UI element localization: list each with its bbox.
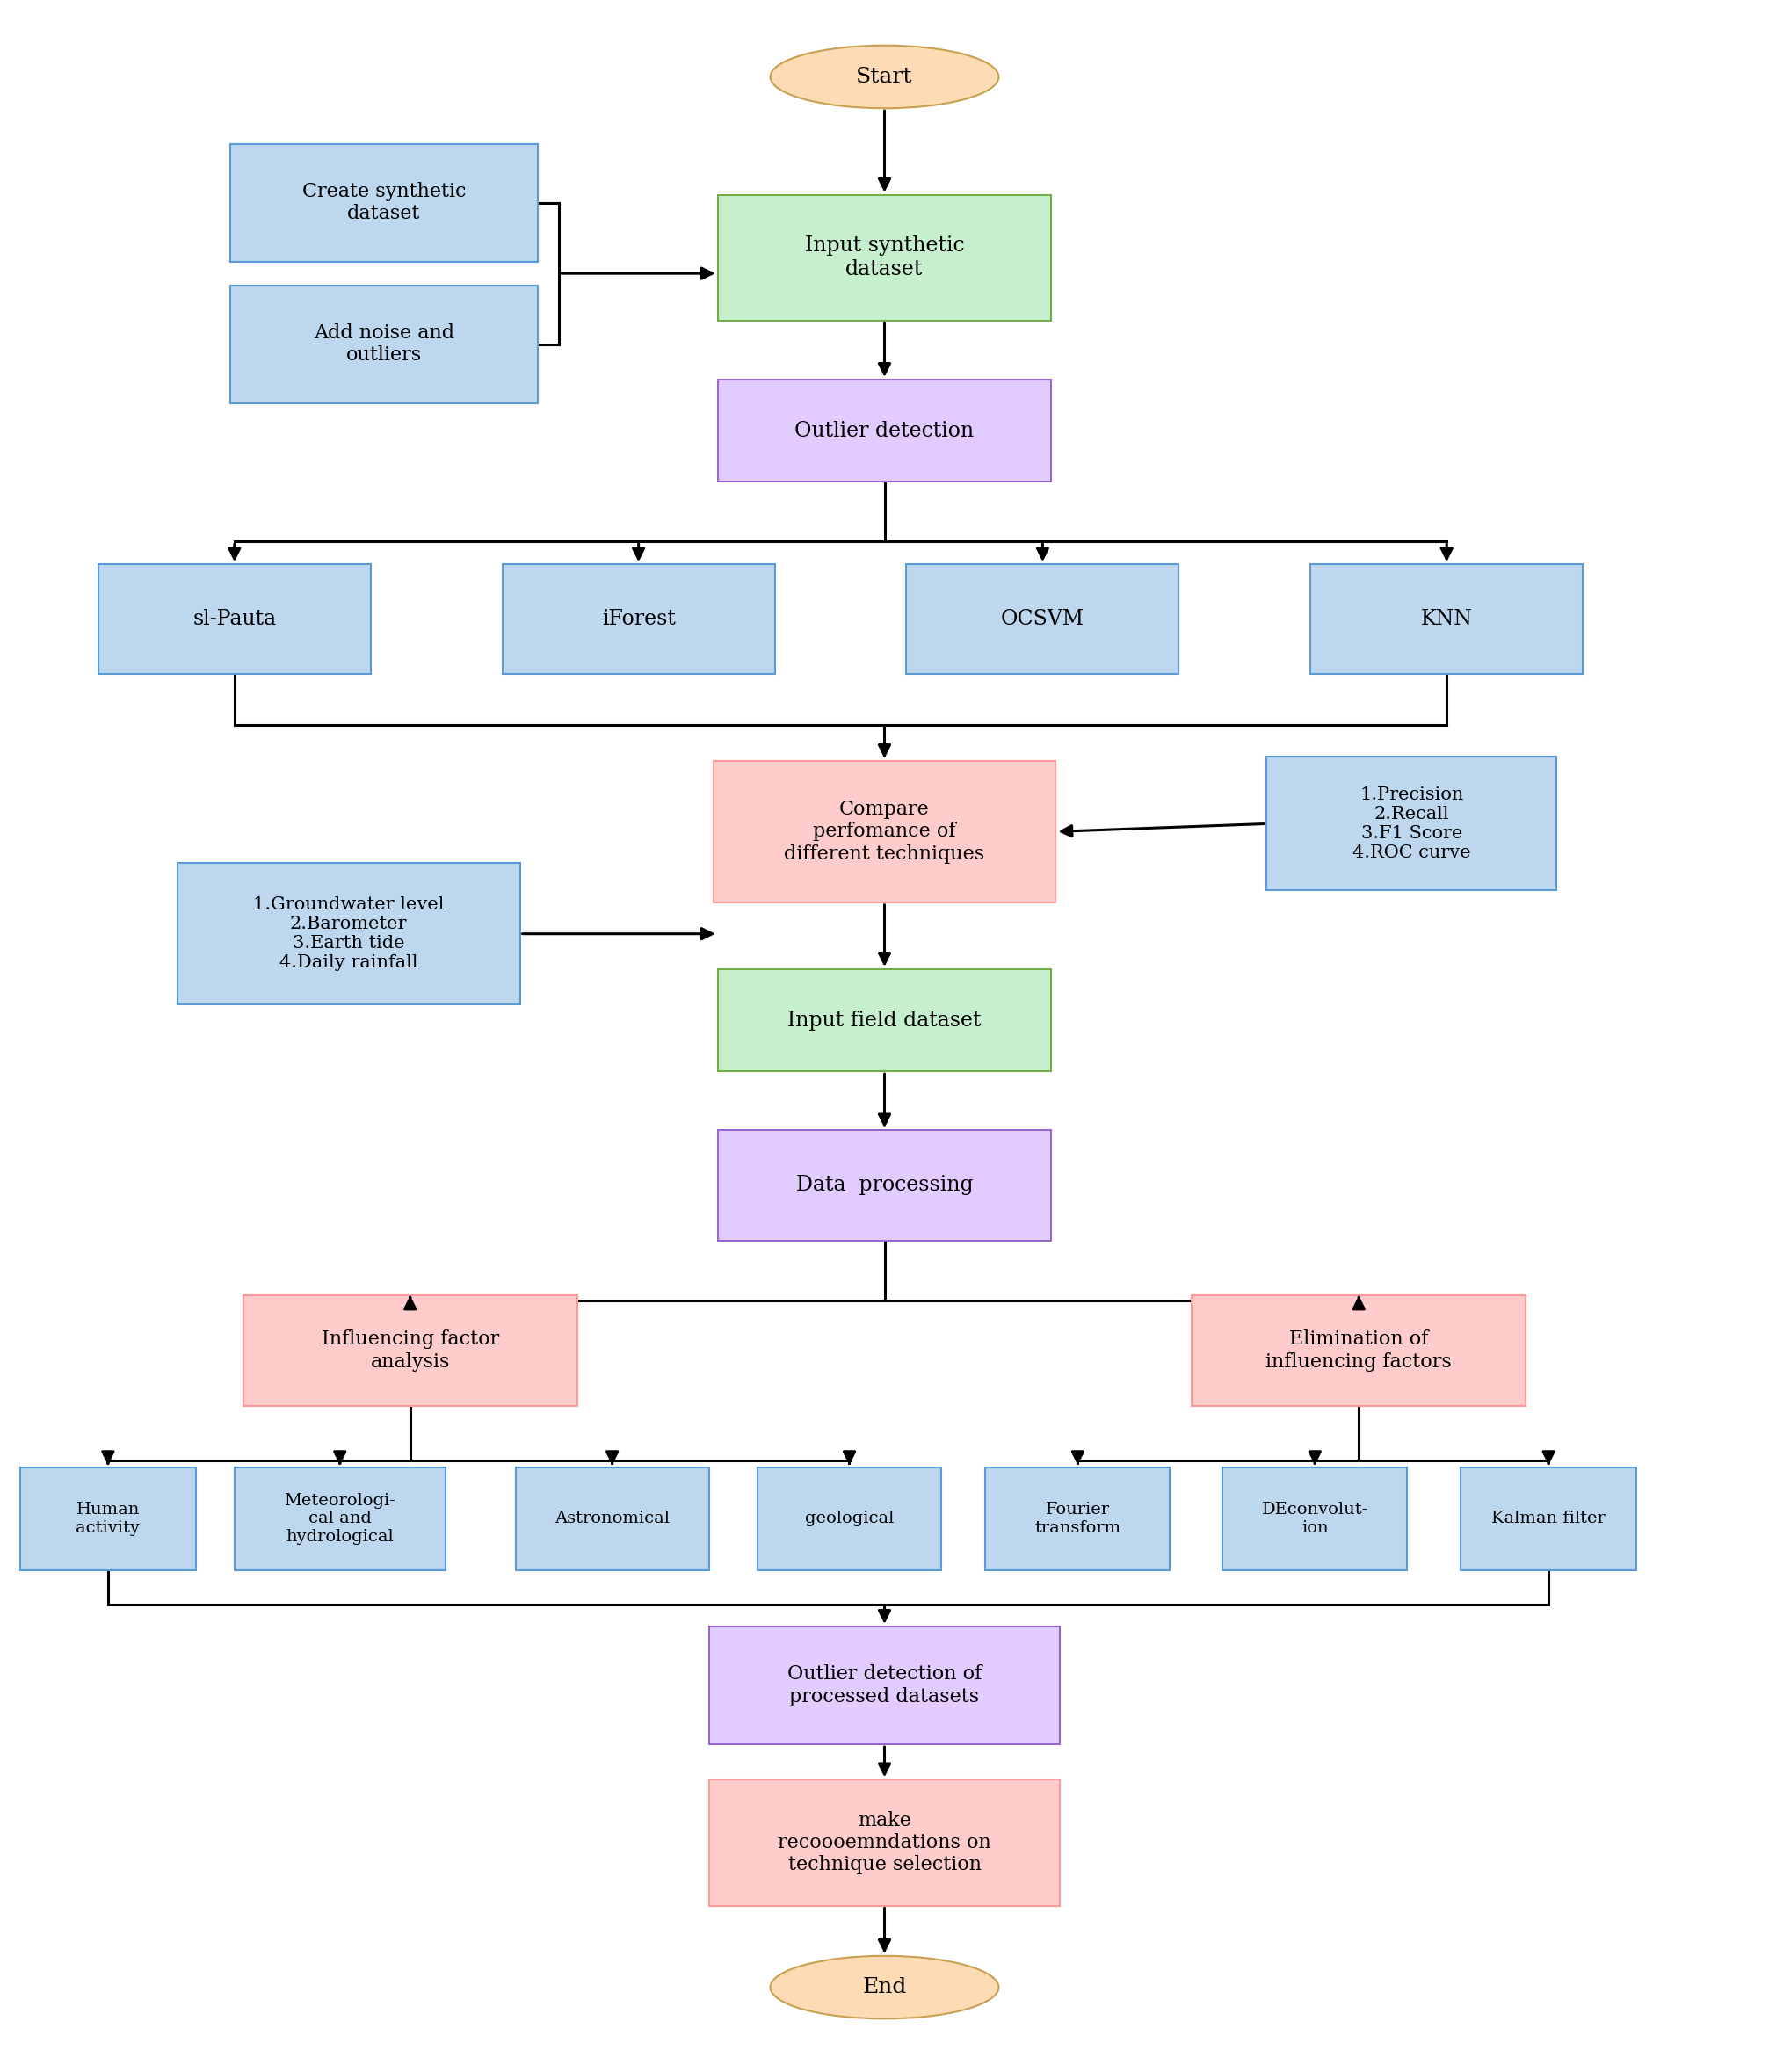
- Text: Compare
perfomance of
different techniques: Compare perfomance of different techniqu…: [784, 800, 985, 864]
- FancyBboxPatch shape: [718, 379, 1051, 483]
- Text: End: End: [862, 1977, 907, 1997]
- FancyBboxPatch shape: [19, 1467, 196, 1571]
- Text: make
recoooemndations on
technique selection: make recoooemndations on technique selec…: [778, 1811, 991, 1875]
- FancyBboxPatch shape: [1222, 1467, 1406, 1571]
- FancyBboxPatch shape: [99, 564, 371, 673]
- Text: Data  processing: Data processing: [796, 1175, 973, 1196]
- Text: iForest: iForest: [601, 609, 676, 630]
- Text: 1.Precision
2.Recall
3.F1 Score
4.ROC curve: 1.Precision 2.Recall 3.F1 Score 4.ROC cu…: [1352, 787, 1470, 862]
- Text: sl-Pauta: sl-Pauta: [193, 609, 276, 630]
- Text: KNN: KNN: [1421, 609, 1472, 630]
- FancyBboxPatch shape: [1267, 756, 1557, 891]
- FancyBboxPatch shape: [1311, 564, 1583, 673]
- Text: Input field dataset: Input field dataset: [787, 1011, 982, 1030]
- Ellipse shape: [770, 1956, 999, 2018]
- Text: Input synthetic
dataset: Input synthetic dataset: [805, 236, 964, 280]
- Text: Kalman filter: Kalman filter: [1491, 1510, 1606, 1527]
- FancyBboxPatch shape: [235, 1467, 446, 1571]
- FancyBboxPatch shape: [709, 1627, 1060, 1745]
- FancyBboxPatch shape: [718, 970, 1051, 1071]
- FancyBboxPatch shape: [244, 1295, 577, 1405]
- FancyBboxPatch shape: [230, 143, 538, 261]
- FancyBboxPatch shape: [906, 564, 1178, 673]
- Text: Add noise and
outliers: Add noise and outliers: [313, 323, 455, 365]
- FancyBboxPatch shape: [1192, 1295, 1525, 1405]
- Text: Elimination of
influencing factors: Elimination of influencing factors: [1267, 1330, 1452, 1372]
- Text: Outlier detection: Outlier detection: [794, 421, 975, 441]
- FancyBboxPatch shape: [718, 195, 1051, 321]
- Text: geological: geological: [805, 1510, 893, 1527]
- FancyBboxPatch shape: [709, 1780, 1060, 1906]
- FancyBboxPatch shape: [230, 286, 538, 404]
- FancyBboxPatch shape: [757, 1467, 941, 1571]
- FancyBboxPatch shape: [515, 1467, 709, 1571]
- FancyBboxPatch shape: [502, 564, 775, 673]
- FancyBboxPatch shape: [713, 760, 1056, 901]
- FancyBboxPatch shape: [1461, 1467, 1636, 1571]
- Ellipse shape: [770, 46, 999, 108]
- Text: 1.Groundwater level
2.Barometer
3.Earth tide
4.Daily rainfall: 1.Groundwater level 2.Barometer 3.Earth …: [253, 897, 444, 972]
- Text: Create synthetic
dataset: Create synthetic dataset: [302, 182, 465, 224]
- Text: OCSVM: OCSVM: [1001, 609, 1084, 630]
- FancyBboxPatch shape: [177, 864, 520, 1005]
- FancyBboxPatch shape: [718, 1131, 1051, 1241]
- Text: Influencing factor
analysis: Influencing factor analysis: [322, 1330, 499, 1372]
- Text: Meteorologi-
cal and
hydrological: Meteorologi- cal and hydrological: [285, 1492, 396, 1546]
- Text: Human
activity: Human activity: [76, 1502, 140, 1535]
- Text: DEconvolut-
ion: DEconvolut- ion: [1261, 1502, 1367, 1535]
- Text: Astronomical: Astronomical: [555, 1510, 670, 1527]
- Text: Start: Start: [856, 66, 913, 87]
- Text: Fourier
transform: Fourier transform: [1035, 1502, 1122, 1535]
- Text: Outlier detection of
processed datasets: Outlier detection of processed datasets: [787, 1664, 982, 1705]
- FancyBboxPatch shape: [985, 1467, 1169, 1571]
